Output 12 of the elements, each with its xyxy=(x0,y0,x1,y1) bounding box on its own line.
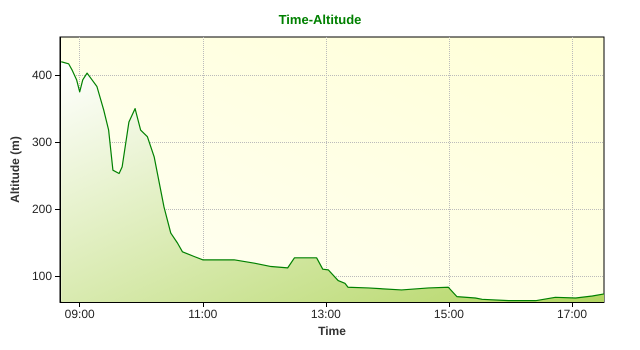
x-axis-title: Time xyxy=(318,324,346,338)
chart-title: Time-Altitude xyxy=(278,12,362,27)
y-axis-title: Altitude (m) xyxy=(8,136,22,203)
x-tick-label: 13:00 xyxy=(310,307,342,321)
y-tick-label: 100 xyxy=(32,268,52,283)
x-tick-label: 11:00 xyxy=(188,307,218,321)
y-tick-label: 400 xyxy=(32,68,52,82)
y-tick-label: 200 xyxy=(32,202,52,216)
x-tick-label: 15:00 xyxy=(434,307,464,321)
x-tick-label: 17:00 xyxy=(556,307,588,321)
y-tick-label: 300 xyxy=(32,135,52,150)
x-tick-label: 09:00 xyxy=(64,307,96,321)
